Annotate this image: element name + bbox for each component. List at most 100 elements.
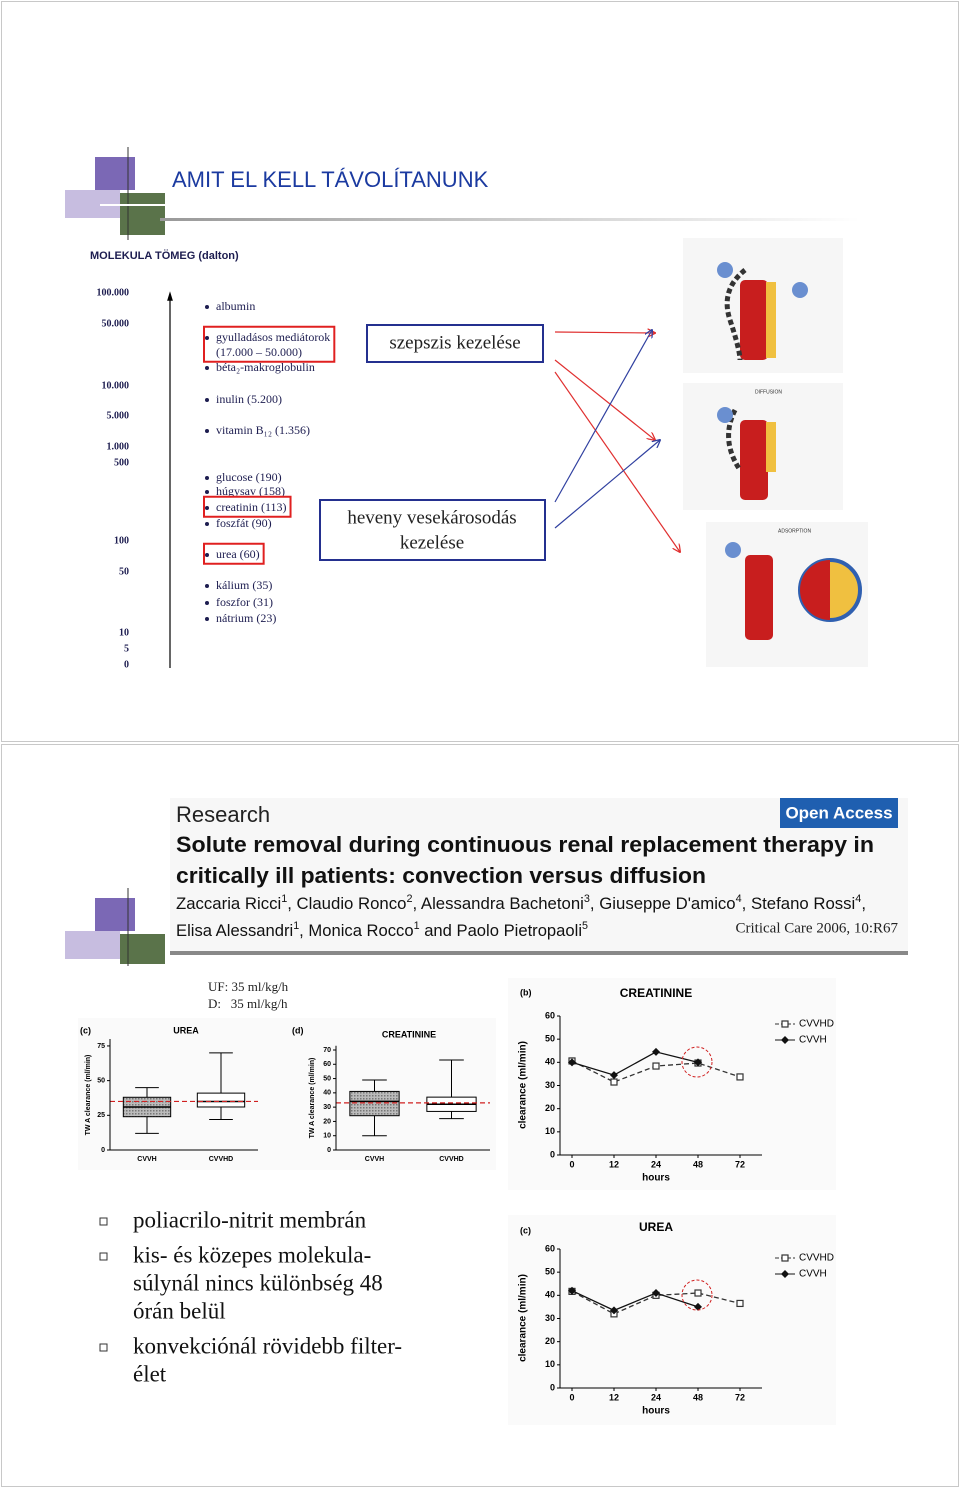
y-tick-label: 75	[97, 1043, 105, 1050]
y-tick-label: 25	[97, 1112, 105, 1119]
y-tick-label: 0	[550, 1382, 555, 1392]
legend-marker	[781, 1020, 789, 1028]
separator: ,	[299, 921, 308, 940]
bullet-text: poliacrilo-nitrit membrán	[133, 1207, 367, 1232]
molecule-note: (17.000 – 50.000)	[216, 345, 302, 359]
highlight-box	[203, 542, 265, 565]
y-tick-label: 20	[545, 1103, 555, 1113]
bullet	[205, 476, 209, 480]
author-name: Stefano Rossi	[751, 894, 855, 913]
legend-label: CVVHD	[799, 1253, 834, 1264]
highlight-box	[203, 495, 292, 518]
bullet-text: súlynál nincs különbség 48	[133, 1270, 383, 1295]
marker	[568, 1058, 576, 1067]
bullet-text: élet	[133, 1361, 167, 1386]
scale-tick-label: 0	[124, 659, 129, 670]
y-tick-label: 0	[550, 1149, 555, 1159]
y-tick-label: 0	[101, 1147, 105, 1154]
molecule-label: gyulladásos mediátorok	[216, 330, 330, 344]
molecule-label: foszfor (31)	[216, 595, 273, 609]
slide-frame	[1, 744, 959, 1487]
molecule-label: kálium (35)	[216, 578, 272, 592]
legend-label: CVVHD	[799, 1019, 834, 1030]
author-name: Claudio Ronco	[297, 894, 407, 913]
y-axis-label: TW A clearance (ml/min)	[85, 1055, 92, 1136]
y-tick-label: 30	[545, 1313, 555, 1323]
y-tick-label: 60	[545, 1243, 555, 1253]
separator: ,	[287, 894, 296, 913]
box-texts: szepszis kezelése heveny vesekárosodás kez…	[347, 332, 520, 553]
marker	[610, 1071, 618, 1080]
bullet	[205, 553, 209, 557]
marker	[694, 1058, 702, 1067]
y-tick-label: 50	[323, 1075, 331, 1082]
figure-bg	[508, 1215, 836, 1425]
affiliation: 4	[855, 893, 861, 905]
marker	[610, 1078, 618, 1086]
device-illustrations	[683, 238, 868, 667]
bullet-list: poliacrilo-nitrit membrán kis- és közepes…	[99, 1207, 402, 1386]
x-tick-label: 48	[693, 1392, 703, 1402]
x-axis-label: hours	[642, 1173, 670, 1184]
figure-bg	[508, 978, 836, 1190]
panel-label: (c)	[520, 1225, 531, 1235]
panel-label: DIFFUSION	[755, 389, 782, 395]
bullet	[205, 305, 209, 309]
y-tick-label: 10	[323, 1133, 331, 1140]
decoration	[65, 147, 860, 240]
bullet	[205, 336, 209, 340]
paper-title: Solute removal during continuous renal r…	[176, 832, 874, 857]
panel-label: ADSORPTION	[778, 528, 811, 534]
x-tick-label: 0	[569, 1392, 574, 1402]
badge-text: Open Access	[785, 803, 892, 822]
y-tick-label: 70	[323, 1047, 331, 1054]
scale-tick-label: 10	[119, 627, 129, 638]
scale-heading: MOLEKULA TÖMEG (dalton)	[90, 249, 239, 262]
bullet-box	[99, 1343, 108, 1352]
y-tick-label: 20	[323, 1118, 331, 1125]
legend-marker	[781, 1270, 789, 1278]
box-text: kezelése	[400, 532, 464, 553]
affiliation: 1	[414, 920, 420, 932]
authors: Zaccaria Ricci1, Claudio Ronco2, Alessan…	[176, 893, 866, 914]
x-tick-label: 12	[609, 1159, 619, 1169]
chart-title: UREA	[173, 1025, 199, 1035]
molecule-label: creatinin (113)	[216, 500, 287, 514]
legend-label: CVVH	[799, 1269, 827, 1280]
marker	[610, 1306, 618, 1315]
y-tick-label: 10	[545, 1126, 555, 1136]
bullet	[205, 584, 209, 588]
separator: ,	[413, 894, 421, 913]
chart-title: CREATININE	[620, 986, 692, 1000]
author-name: Monica Rocco	[308, 921, 413, 940]
affiliation: 1	[293, 920, 299, 932]
scale-tick-label: 50	[119, 566, 129, 577]
bullet-text: kis- és közepes molekula-	[133, 1242, 371, 1267]
x-tick-label: 72	[735, 1159, 745, 1169]
y-axis-label: clearance (ml/min)	[518, 1041, 529, 1129]
scale-tick-label: 5	[124, 643, 129, 654]
affiliation: 1	[281, 893, 287, 905]
molecule-label: inulin (5.200)	[216, 392, 282, 406]
molecule-label: urea (60)	[216, 547, 260, 561]
badge	[780, 798, 898, 828]
x-tick-label: 24	[651, 1392, 661, 1402]
affiliation: 2	[406, 893, 412, 905]
separator: ,	[742, 894, 751, 913]
x-tick-label: 72	[735, 1392, 745, 1402]
scale-tick-label: 1.000	[107, 441, 130, 452]
bullet	[205, 429, 209, 433]
y-tick-label: 0	[327, 1147, 331, 1154]
box-text: szepszis kezelése	[389, 332, 520, 353]
scale-tick-label: 10.000	[102, 380, 130, 391]
affiliation: 5	[582, 920, 588, 932]
bullet	[205, 506, 209, 510]
decoration	[65, 888, 165, 966]
bullet-box	[99, 1217, 108, 1226]
marker	[652, 1289, 660, 1298]
citation: Critical Care 2006, 10:R67	[736, 920, 899, 936]
paper-section: Research	[176, 802, 270, 827]
panel-label: (d)	[292, 1025, 304, 1035]
